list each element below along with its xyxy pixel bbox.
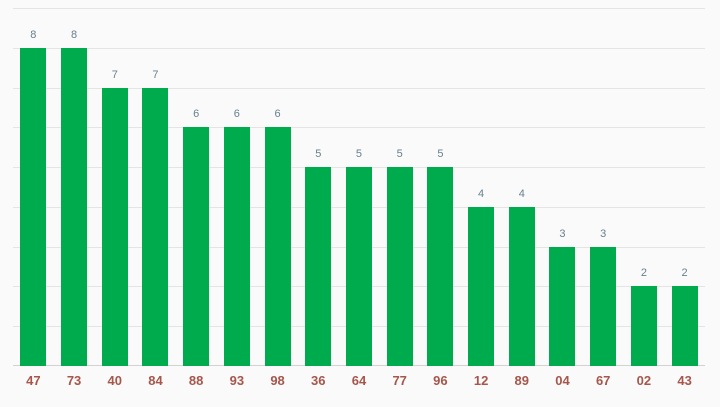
bar-slot: 6: [176, 8, 217, 366]
bar-slot: 8: [54, 8, 95, 366]
bar[interactable]: [305, 167, 332, 366]
x-axis-label: 98: [270, 373, 285, 388]
gridline: [13, 127, 705, 129]
gridline: [13, 8, 705, 9]
bar[interactable]: [386, 167, 413, 366]
bar-slot: 6: [217, 8, 258, 366]
bar-slot: 4: [461, 8, 502, 366]
bar[interactable]: [142, 87, 169, 366]
bar-value-label: 6: [233, 108, 240, 121]
bar[interactable]: [61, 47, 88, 366]
bar[interactable]: [101, 87, 128, 366]
bar-slot: 5: [339, 8, 380, 366]
x-axis: 47 73 40 84 88 93 98 36 64 77 96 12 89 04 67 02 43: [13, 373, 705, 389]
gridline: [13, 47, 705, 49]
x-axis-label: 04: [555, 373, 570, 388]
bar-slot: 7: [135, 8, 176, 366]
bar-slot: 3: [542, 8, 583, 366]
bar-value-label: 8: [70, 28, 78, 41]
x-axis-label: 43: [677, 373, 692, 388]
bar-slot: 4: [501, 8, 542, 366]
x-axis-label: 36: [311, 373, 326, 388]
plot-area: 8 8 7 7 6 6 6 5 5 5 5 4 4 3 3 2 2: [13, 8, 705, 366]
bar-value-label: 3: [600, 227, 607, 240]
bar-slot: 7: [94, 8, 135, 366]
bar-slot: 5: [298, 8, 339, 366]
bar[interactable]: [549, 246, 576, 366]
bar-value-label: 7: [152, 68, 159, 81]
bar[interactable]: [508, 206, 535, 366]
bar-value-label: 5: [437, 148, 444, 161]
bars-container: 8 8 7 7 6 6 6 5 5 5 5 4 4 3 3 2 2: [13, 8, 705, 366]
bar[interactable]: [630, 286, 657, 366]
x-axis-label: 40: [107, 373, 122, 388]
bar-slot: 8: [13, 8, 54, 366]
bar-slot: 6: [257, 8, 298, 366]
x-axis-label: 96: [433, 373, 448, 388]
bar-slot: 3: [583, 8, 624, 366]
bar[interactable]: [427, 167, 454, 366]
x-axis-label: 64: [351, 373, 367, 388]
bar[interactable]: [183, 127, 210, 366]
bar-value-label: 8: [30, 28, 37, 41]
bar-slot: 2: [664, 8, 705, 366]
bar-value-label: 5: [396, 148, 403, 161]
x-axis-label: 93: [229, 373, 245, 388]
bar[interactable]: [468, 206, 495, 366]
bar-value-label: 4: [478, 187, 485, 200]
bar-value-label: 3: [559, 227, 566, 240]
x-axis-label: 73: [66, 373, 82, 388]
x-axis-label: 02: [636, 373, 652, 388]
x-axis-label: 77: [392, 373, 407, 388]
bar-slot: 5: [420, 8, 461, 366]
x-axis-label: 67: [595, 373, 611, 388]
bar-value-label: 4: [518, 187, 525, 200]
bar-slot: 2: [624, 8, 665, 366]
x-axis-label: 88: [188, 373, 204, 388]
bar-value-label: 5: [315, 148, 322, 161]
bar[interactable]: [264, 127, 291, 366]
gridline: [13, 87, 705, 89]
x-axis-label: 12: [473, 373, 489, 388]
x-axis-label: 84: [148, 373, 163, 388]
bar-value-label: 7: [111, 68, 118, 81]
bar-value-label: 5: [355, 148, 363, 161]
bar[interactable]: [671, 286, 698, 366]
bar[interactable]: [20, 47, 47, 366]
bar[interactable]: [223, 127, 250, 366]
bar[interactable]: [345, 167, 372, 366]
bar-value-label: 2: [681, 267, 688, 280]
bar-value-label: 2: [640, 267, 647, 280]
bar-value-label: 6: [274, 108, 281, 121]
bar[interactable]: [590, 246, 617, 366]
bar-slot: 5: [379, 8, 420, 366]
x-axis-label: 47: [26, 373, 41, 388]
x-axis-label: 89: [514, 373, 530, 388]
bar-value-label: 6: [193, 108, 200, 121]
